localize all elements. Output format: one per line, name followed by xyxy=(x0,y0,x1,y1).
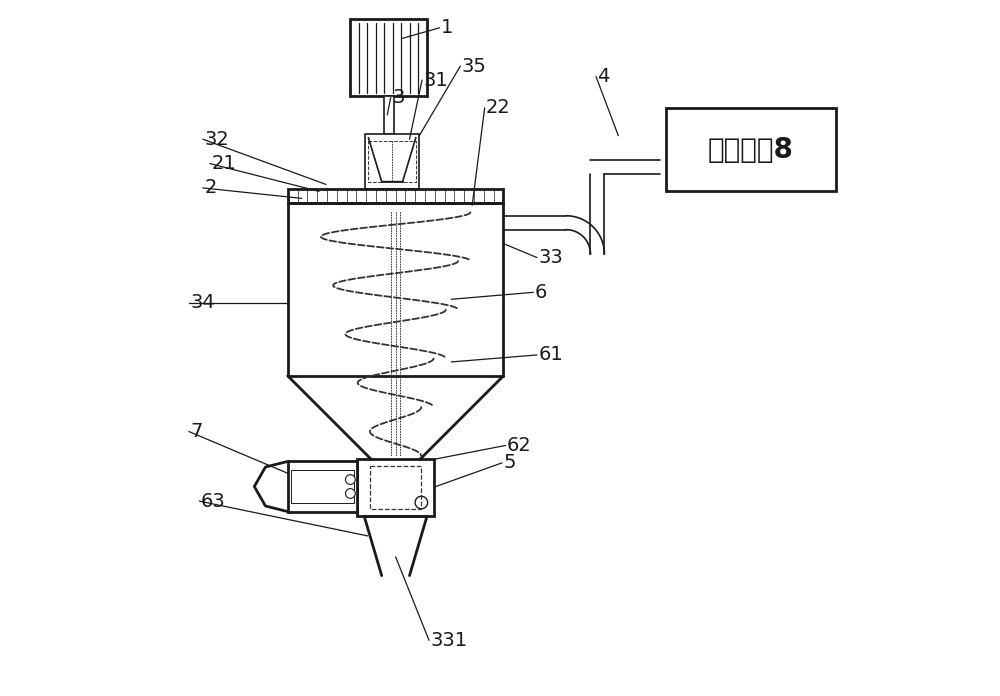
Text: 3: 3 xyxy=(392,88,404,107)
Circle shape xyxy=(345,489,355,498)
Text: 61: 61 xyxy=(538,345,563,365)
Circle shape xyxy=(345,475,355,484)
Bar xyxy=(666,108,836,191)
Bar xyxy=(350,19,427,96)
Text: 63: 63 xyxy=(201,491,225,511)
Text: 4: 4 xyxy=(597,67,610,86)
Text: 331: 331 xyxy=(430,631,468,650)
Text: 22: 22 xyxy=(486,98,511,118)
Text: 35: 35 xyxy=(462,56,487,76)
Text: 62: 62 xyxy=(507,436,532,455)
Bar xyxy=(357,459,434,516)
Text: 1: 1 xyxy=(441,18,453,38)
Bar xyxy=(288,461,357,512)
Circle shape xyxy=(415,496,428,509)
Text: 5: 5 xyxy=(503,453,516,473)
Bar xyxy=(365,134,419,189)
Text: 泵送装秮8: 泵送装秮8 xyxy=(708,136,794,164)
Text: 2: 2 xyxy=(204,178,217,198)
Text: 33: 33 xyxy=(538,248,563,267)
Text: 21: 21 xyxy=(211,154,236,173)
Text: 6: 6 xyxy=(535,283,547,302)
Bar xyxy=(291,470,354,503)
Text: 31: 31 xyxy=(423,70,448,90)
Bar xyxy=(288,189,503,203)
Text: 34: 34 xyxy=(190,293,215,313)
Text: 7: 7 xyxy=(190,422,203,441)
Bar xyxy=(384,96,394,134)
Text: 32: 32 xyxy=(204,129,229,149)
